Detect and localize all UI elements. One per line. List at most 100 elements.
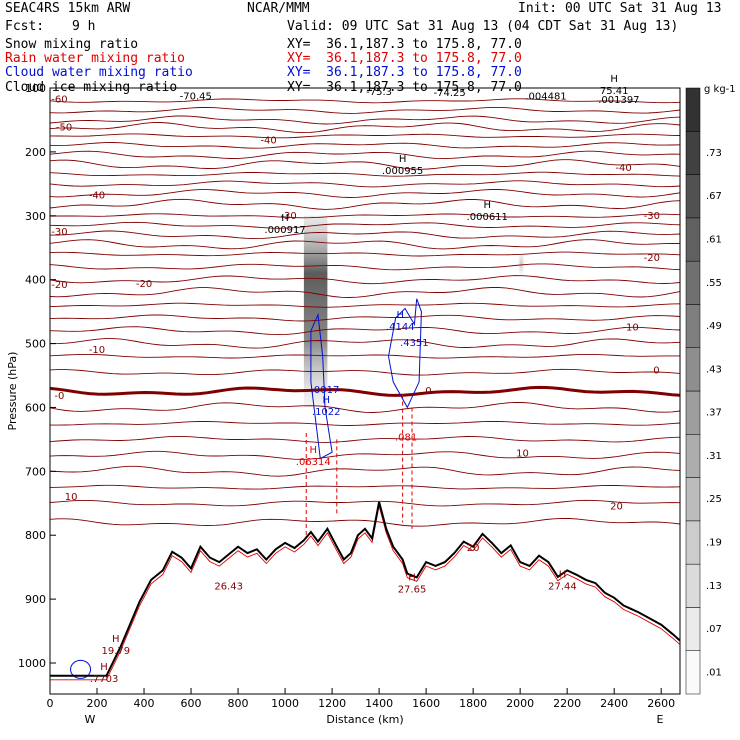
extremum-mark: H <box>112 634 120 645</box>
colorbar-label: .31 <box>706 451 722 462</box>
cloud-water-contour <box>388 298 422 409</box>
isotherm-line <box>50 133 680 139</box>
isotherm-line <box>50 98 680 104</box>
extremum-mark: H <box>281 213 289 224</box>
west-endpoint-label: W <box>85 713 96 726</box>
temperature-label: -20 <box>51 280 67 291</box>
field-cloudwater-xy: XY= 36.1,187.3 to 175.8, 77.0 <box>287 65 522 80</box>
extremum-mark: H <box>610 74 618 85</box>
temperature-label: -40 <box>89 190 105 201</box>
extremum-value: -70.45 <box>180 91 212 102</box>
extremum-value: .4351 <box>400 338 429 349</box>
east-endpoint-label: E <box>657 713 664 726</box>
isotherm-line <box>50 230 680 240</box>
colorbar-swatch <box>685 304 701 348</box>
isotherm-zero <box>50 385 680 397</box>
x-axis-label: Distance (km) <box>326 713 403 726</box>
extremum-value: 19.79 <box>102 646 131 657</box>
extremum-mark: H <box>408 573 416 584</box>
x-tick-label: 600 <box>181 697 202 710</box>
temperature-label: 10 <box>516 448 529 459</box>
model-title: SEAC4RS 15km ARW <box>5 1 131 16</box>
isotherm-line <box>50 180 680 188</box>
temperature-label: -20 <box>644 253 660 264</box>
colorbar-swatch <box>685 174 701 219</box>
terrain-outline <box>50 505 680 681</box>
isotherm-line <box>50 435 680 443</box>
extremum-value: -74.25 <box>434 88 466 99</box>
extremum-value: .1022 <box>312 407 341 418</box>
extremum-mark: H <box>396 310 404 321</box>
colorbar-swatch <box>685 260 701 305</box>
colorbar-swatch <box>685 650 701 695</box>
temperature-label: -10 <box>622 323 638 334</box>
isotherm-line <box>50 150 680 160</box>
snow-patch <box>517 249 526 278</box>
colorbar-label: .01 <box>706 667 722 678</box>
isotherm-line <box>50 517 680 527</box>
extremum-value: .000955 <box>382 166 423 177</box>
x-tick-label: 400 <box>134 697 155 710</box>
y-tick-label: 600 <box>25 401 46 414</box>
colorbar-label: .67 <box>706 191 722 202</box>
y-tick-label: 400 <box>25 274 46 287</box>
colorbar-swatch <box>685 607 701 651</box>
extremum-value: .7703 <box>90 674 119 685</box>
colorbar-swatch <box>685 477 701 522</box>
x-tick-label: 2600 <box>647 697 675 710</box>
temperature-label: -30 <box>280 211 296 222</box>
extremum-value: .081 <box>395 432 417 443</box>
temperature-label: -40 <box>615 163 631 174</box>
isotherm-line <box>50 239 680 250</box>
isotherm-line <box>50 275 680 285</box>
y-tick-label: 300 <box>25 210 46 223</box>
colorbar-swatch <box>685 87 701 132</box>
extremum-value: .000611 <box>467 212 508 223</box>
temperature-label: -10 <box>89 345 105 356</box>
colorbar-swatch <box>685 347 701 392</box>
isotherm-line <box>50 159 680 170</box>
extremum-mark: H <box>310 445 318 456</box>
valid-time: Valid: 09 UTC Sat 31 Aug 13 (04 CDT Sat … <box>287 19 679 34</box>
colorbar-label: .37 <box>706 408 722 419</box>
isotherm-line <box>50 115 680 125</box>
extremum-value: 26.43 <box>214 581 243 592</box>
isotherm-line <box>50 142 680 149</box>
x-tick-label: 1200 <box>318 697 346 710</box>
colorbar-label: .49 <box>706 321 722 332</box>
extremum-value: .0017 <box>311 385 340 396</box>
isotherm-line <box>50 326 680 336</box>
colorbar-label: .19 <box>706 538 722 549</box>
terrain-profile <box>50 501 680 677</box>
temperature-label: -60 <box>51 95 67 106</box>
init-time: Init: 00 UTC Sat 31 Aug 13 <box>518 1 722 16</box>
isotherm-line <box>50 420 680 426</box>
isotherm-line <box>50 368 680 376</box>
snow-plume <box>303 215 328 408</box>
colorbar-label: .25 <box>706 494 722 505</box>
extremum-value: -75.3 <box>366 87 392 98</box>
isotherm-line <box>50 251 680 257</box>
y-tick-label: 800 <box>25 529 46 542</box>
isotherm-line <box>50 450 680 460</box>
y-tick-label: 200 <box>25 146 46 159</box>
x-tick-label: 1600 <box>412 697 440 710</box>
isotherm-line <box>50 198 680 210</box>
isotherm-line <box>50 263 680 271</box>
colorbar-swatch <box>685 434 701 478</box>
field-snow-name: Snow mixing ratio <box>5 37 139 52</box>
temperature-label: -50 <box>56 123 72 134</box>
isotherm-line <box>50 213 680 219</box>
isotherm-line <box>50 499 680 507</box>
plot-frame <box>49 87 681 695</box>
extremum-value: .001397 <box>598 95 639 106</box>
extremum-mark: H <box>483 200 491 211</box>
x-tick-label: 2400 <box>600 697 628 710</box>
isotherm-line <box>50 106 680 114</box>
isotherm-line <box>50 465 680 477</box>
temperature-label: -40 <box>260 135 276 146</box>
colorbar-label: .13 <box>706 581 722 592</box>
x-tick-label: 2200 <box>553 697 581 710</box>
colorbar-label: .55 <box>706 278 722 289</box>
colorbar-swatch <box>685 563 701 608</box>
